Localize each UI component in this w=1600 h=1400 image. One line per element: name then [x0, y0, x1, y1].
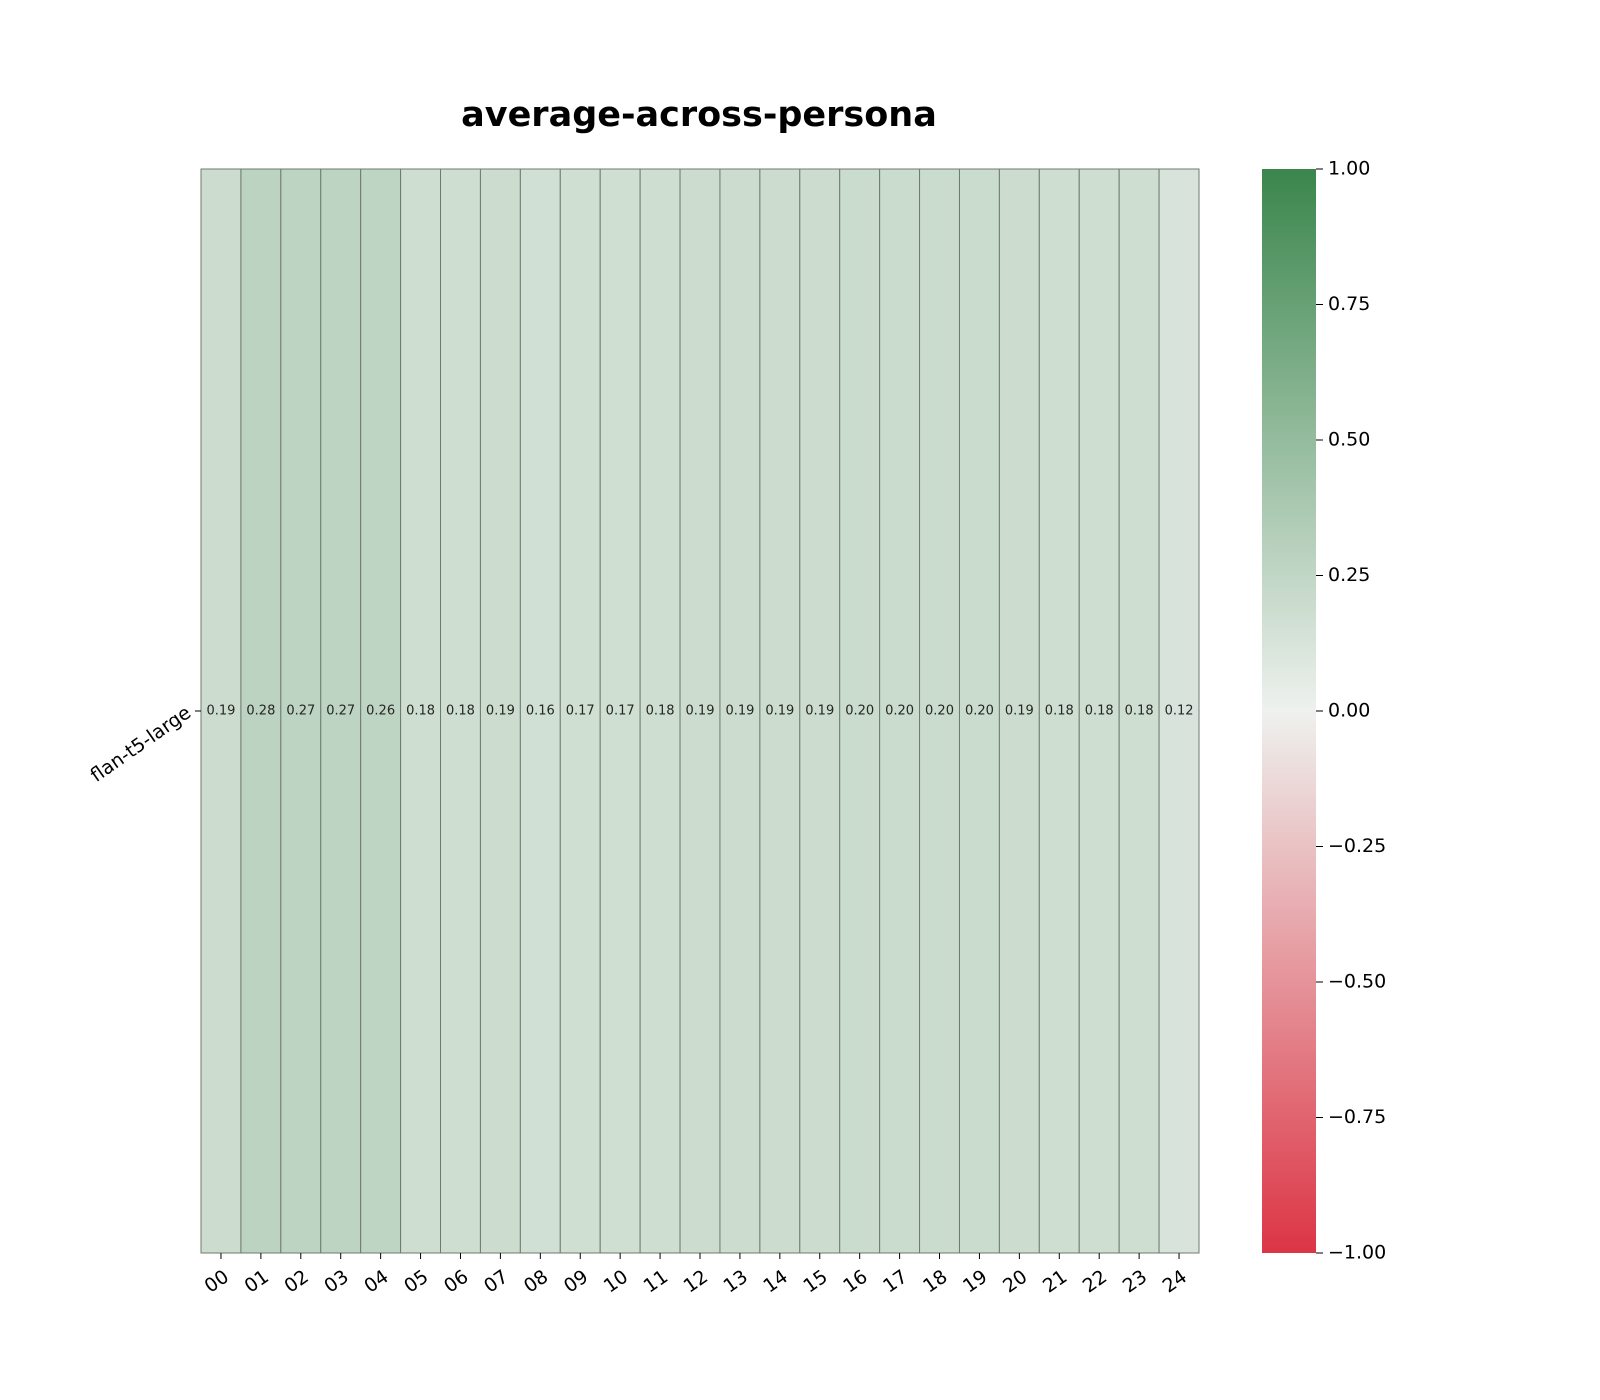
- heatmap-cell: [320, 168, 362, 1254]
- y-tick-label: flan-t5-large: [87, 702, 196, 787]
- x-tick-label: 19: [959, 1266, 991, 1298]
- colorbar-tick-label: −0.50: [1328, 971, 1386, 993]
- heatmap-cells: [200, 168, 1200, 1254]
- cell-value-label: 0.18: [646, 704, 675, 719]
- cell-value-label: 0.18: [1045, 704, 1074, 719]
- cell-value-label: 0.18: [1125, 704, 1154, 719]
- x-tick-label: 18: [919, 1266, 951, 1298]
- heatmap-cell: [360, 168, 402, 1254]
- cell-value-label: 0.20: [925, 704, 954, 719]
- cell-value-label: 0.28: [246, 704, 275, 719]
- cell-value-label: 0.20: [965, 704, 994, 719]
- heatmap-cell: [998, 168, 1040, 1254]
- x-axis-ticks: 00 01 02 03 04 05 06 07 08 09 10 11 12 13 14 15 16 17 18 19…: [201, 1253, 1191, 1298]
- colorbar-tick-label: −1.00: [1328, 1242, 1386, 1264]
- x-tick-label: 00: [201, 1266, 233, 1298]
- cell-value-label: 0.26: [366, 704, 395, 719]
- cell-value-label: 0.17: [606, 704, 635, 719]
- cell-value-label: 0.17: [566, 704, 595, 719]
- colorbar-tick-label: 1.00: [1328, 158, 1370, 180]
- x-tick-label: 07: [480, 1266, 512, 1298]
- heatmap-cell: [240, 168, 282, 1254]
- heatmap-cell-labels: 0.19 0.28 0.27 0.27 0.26 0.18 0.18 0.19 0.16 0.17…: [206, 704, 1193, 719]
- x-tick-label: 10: [600, 1266, 632, 1298]
- colorbar-tick-label: −0.75: [1328, 1106, 1386, 1128]
- x-tick-label: 23: [1119, 1266, 1151, 1298]
- cell-value-label: 0.20: [845, 704, 874, 719]
- heatmap-cell: [719, 168, 761, 1254]
- x-tick-label: 01: [240, 1266, 272, 1298]
- x-tick-label: 16: [839, 1266, 871, 1298]
- heatmap-cell: [400, 168, 442, 1254]
- x-tick-label: 20: [999, 1266, 1031, 1298]
- x-tick-label: 22: [1079, 1266, 1111, 1298]
- heatmap-cell: [879, 168, 921, 1254]
- heatmap-cell: [958, 168, 1000, 1254]
- x-tick-label: 05: [400, 1266, 432, 1298]
- x-tick-label: 03: [320, 1266, 352, 1298]
- y-axis-ticks: flan-t5-large: [87, 702, 201, 787]
- x-tick-label: 17: [879, 1266, 911, 1298]
- colorbar-ticks: 1.00 0.75 0.50 0.25 0.00 −0.25 −0.50 −0.75 −1.00: [1316, 158, 1386, 1264]
- heatmap-cell: [799, 168, 841, 1254]
- heatmap-cell: [919, 168, 960, 1254]
- cell-value-label: 0.20: [885, 704, 914, 719]
- x-tick-label: 13: [720, 1266, 752, 1298]
- heatmap-cell: [280, 168, 322, 1254]
- cell-value-label: 0.19: [765, 704, 794, 719]
- cell-value-label: 0.19: [206, 704, 235, 719]
- colorbar: [1262, 169, 1316, 1253]
- x-tick-label: 09: [560, 1266, 592, 1298]
- cell-value-label: 0.27: [326, 704, 355, 719]
- x-tick-label: 15: [799, 1266, 831, 1298]
- cell-value-label: 0.12: [1165, 704, 1194, 719]
- heatmap-cell: [200, 168, 242, 1254]
- heatmap-cell: [1158, 168, 1200, 1254]
- x-tick-label: 24: [1159, 1266, 1191, 1298]
- cell-value-label: 0.19: [805, 704, 834, 719]
- cell-value-label: 0.18: [1085, 704, 1114, 719]
- heatmap-cell: [679, 168, 721, 1254]
- heatmap-cell: [639, 168, 681, 1254]
- x-tick-label: 14: [759, 1266, 791, 1298]
- chart-title: average-across-persona: [461, 95, 937, 135]
- x-tick-label: 04: [360, 1266, 392, 1298]
- x-tick-label: 21: [1039, 1266, 1071, 1298]
- cell-value-label: 0.19: [486, 704, 515, 719]
- colorbar-tick-label: −0.25: [1328, 835, 1386, 857]
- cell-value-label: 0.19: [725, 704, 754, 719]
- x-tick-label: 08: [520, 1266, 552, 1298]
- cell-value-label: 0.19: [686, 704, 715, 719]
- cell-value-label: 0.27: [286, 704, 315, 719]
- x-tick-label: 11: [640, 1266, 672, 1298]
- colorbar-tick-label: 0.75: [1328, 293, 1370, 315]
- cell-value-label: 0.18: [406, 704, 435, 719]
- heatmap-cell: [1038, 168, 1080, 1254]
- heatmap-cell: [1078, 168, 1120, 1254]
- cell-value-label: 0.16: [526, 704, 555, 719]
- colorbar-tick-label: 0.50: [1328, 429, 1370, 451]
- x-tick-label: 12: [680, 1266, 712, 1298]
- x-tick-label: 02: [280, 1266, 312, 1298]
- heatmap-cell: [559, 168, 601, 1254]
- x-tick-label: 06: [440, 1266, 472, 1298]
- heatmap-cell: [839, 168, 881, 1254]
- cell-value-label: 0.19: [1005, 704, 1034, 719]
- colorbar-tick-label: 0.00: [1328, 700, 1370, 722]
- heatmap-cell: [479, 168, 521, 1254]
- cell-value-label: 0.18: [446, 704, 475, 719]
- colorbar-tick-label: 0.25: [1328, 564, 1370, 586]
